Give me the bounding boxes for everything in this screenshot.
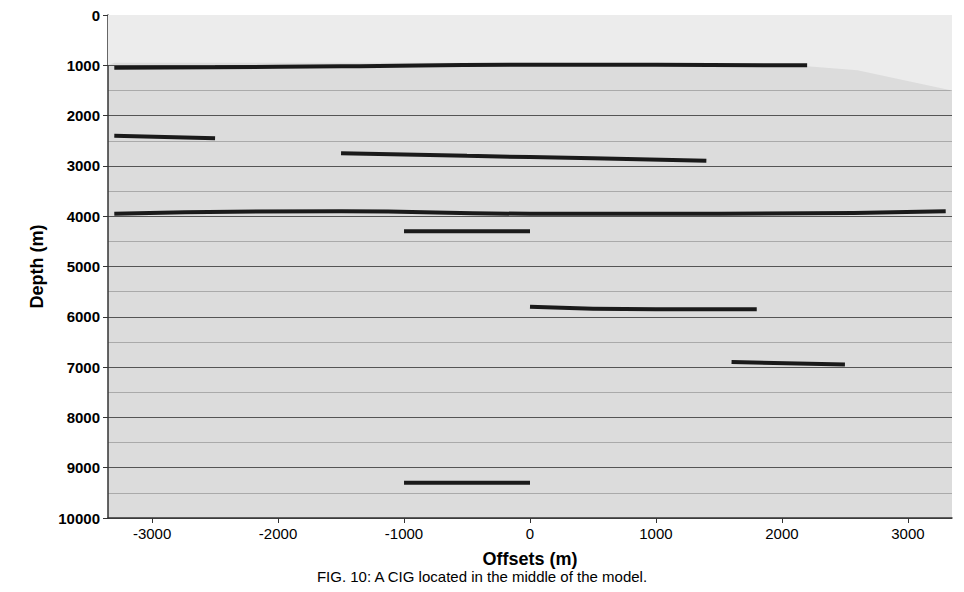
svg-text:1000: 1000 xyxy=(639,525,672,542)
svg-text:2000: 2000 xyxy=(67,107,100,124)
svg-text:9000: 9000 xyxy=(67,459,100,476)
svg-text:-2000: -2000 xyxy=(259,525,297,542)
svg-text:5000: 5000 xyxy=(67,258,100,275)
svg-text:4000: 4000 xyxy=(67,208,100,225)
svg-text:6000: 6000 xyxy=(67,308,100,325)
svg-text:0: 0 xyxy=(526,525,534,542)
svg-text:7000: 7000 xyxy=(67,359,100,376)
svg-text:Depth (m): Depth (m) xyxy=(27,225,47,309)
svg-text:8000: 8000 xyxy=(67,409,100,426)
svg-text:2000: 2000 xyxy=(765,525,798,542)
svg-text:1000: 1000 xyxy=(67,57,100,74)
svg-text:3000: 3000 xyxy=(67,157,100,174)
svg-text:-1000: -1000 xyxy=(385,525,423,542)
svg-text:3000: 3000 xyxy=(891,525,924,542)
svg-text:10000: 10000 xyxy=(58,510,100,527)
svg-text:Offsets (m): Offsets (m) xyxy=(482,549,577,569)
svg-text:FIG. 10: A CIG located in the: FIG. 10: A CIG located in the middle of … xyxy=(317,568,647,585)
svg-text:0: 0 xyxy=(92,7,100,24)
svg-text:-3000: -3000 xyxy=(133,525,171,542)
